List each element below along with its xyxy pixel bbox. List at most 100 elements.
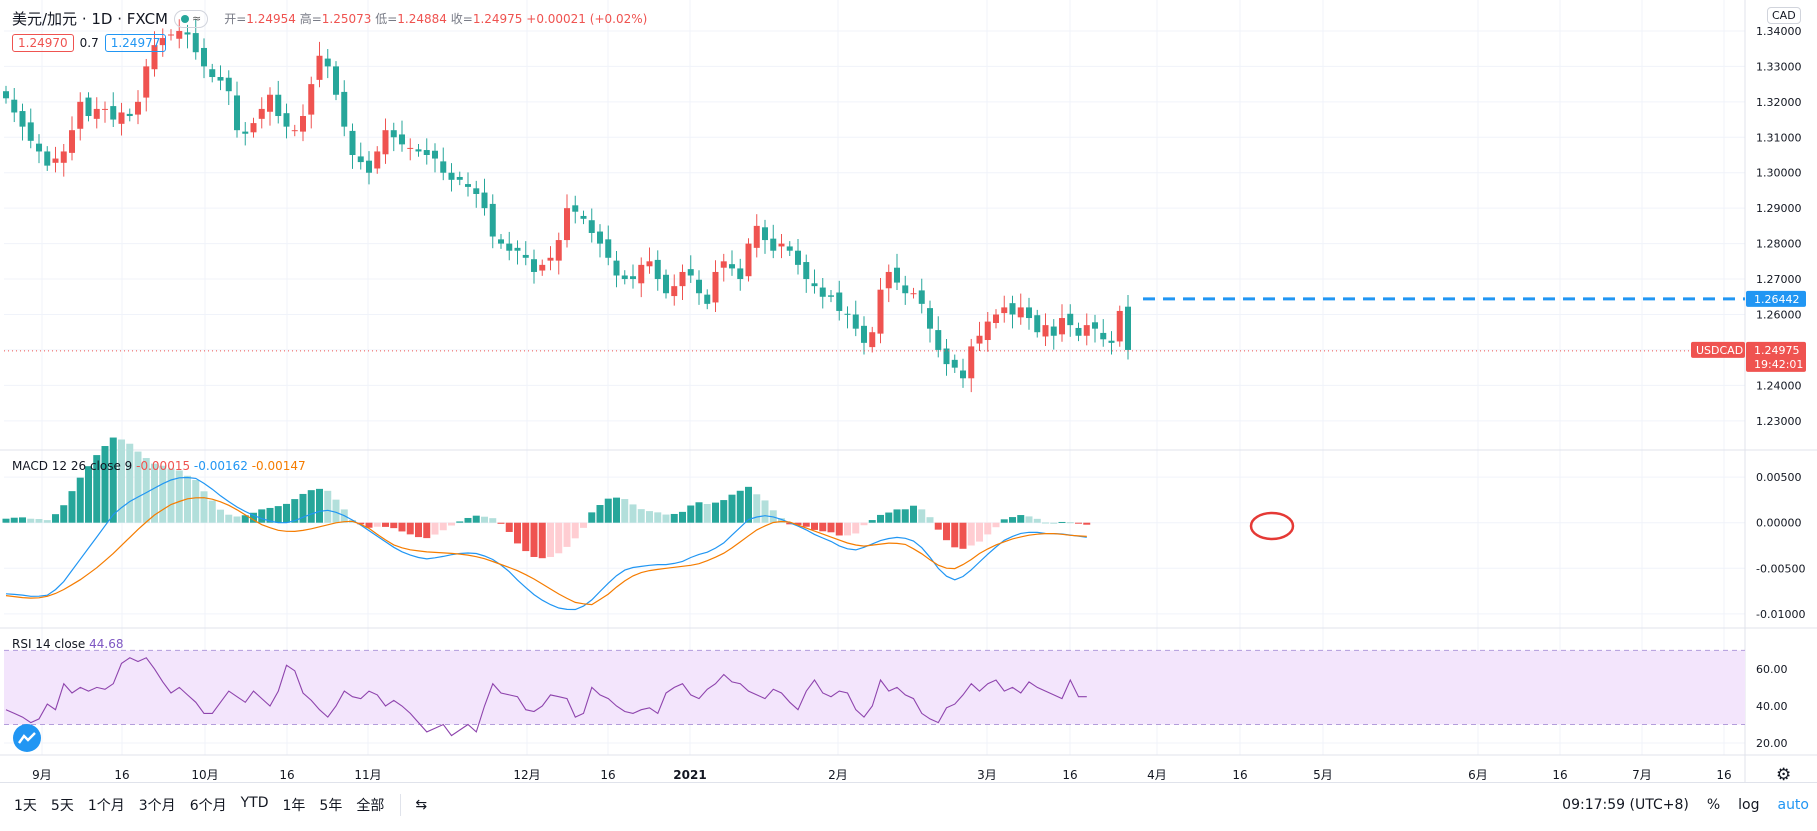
currency-button[interactable]: CAD	[1767, 7, 1801, 24]
clock-time[interactable]: 09:17:59 (UTC+8)	[1562, 797, 1689, 813]
time-axis-tick: 9月	[32, 768, 52, 782]
range-button-0[interactable]: 1天	[14, 798, 37, 814]
candle-body	[572, 205, 579, 212]
candle-body	[729, 264, 735, 269]
candle-body	[580, 215, 587, 219]
candle-body	[60, 151, 67, 163]
candle-body	[638, 264, 645, 284]
log-toggle[interactable]: log	[1738, 797, 1760, 813]
rsi-pane	[4, 649, 1745, 737]
candle-body	[168, 34, 174, 36]
macd-histogram-bar	[703, 503, 711, 523]
symbol-tag-bg	[1691, 341, 1745, 358]
range-button-2[interactable]: 1个月	[87, 798, 125, 814]
auto-toggle[interactable]: auto	[1777, 797, 1809, 813]
rsi-legend[interactable]: RSI 14 close 44.68	[12, 637, 124, 651]
macd-histogram-bar	[1000, 519, 1008, 523]
candle-body	[93, 108, 100, 119]
sell-button[interactable]: 1.24970	[12, 34, 74, 52]
macd-histogram-bar	[728, 494, 736, 523]
time-axis-tick: 12月	[513, 768, 540, 782]
candle-body	[102, 108, 108, 110]
candle-body	[539, 264, 546, 271]
macd-histogram-bar	[976, 522, 983, 542]
candle-body	[885, 271, 892, 289]
macd-line-value: -0.00162	[193, 459, 248, 473]
macd-histogram-bar	[10, 517, 18, 523]
candle-body	[415, 149, 422, 152]
range-button-4[interactable]: 6个月	[189, 798, 227, 814]
quote-panel: 1.24970 0.7 1.24977	[12, 34, 167, 52]
candle-body	[712, 271, 719, 303]
macd-histogram-bar	[786, 522, 794, 525]
candle-body	[159, 38, 166, 46]
open-value: 1.24954	[246, 12, 296, 26]
percent-toggle[interactable]: %	[1706, 797, 1721, 813]
macd-histogram-bar	[1083, 522, 1091, 525]
rsi-value: 44.68	[89, 637, 124, 651]
time-axis-tick: 16	[1062, 768, 1077, 782]
price-axis-tick: 1.32000	[1756, 96, 1802, 109]
symbol-title[interactable]: 美元/加元 · 1D · FXCM	[12, 10, 168, 28]
candle-body	[902, 285, 909, 294]
candle-body	[316, 55, 323, 80]
macd-histogram-bar	[547, 522, 554, 557]
candle-body	[300, 116, 306, 132]
macd-signal-value: -0.00147	[251, 459, 306, 473]
range-button-3[interactable]: 3个月	[138, 798, 176, 814]
range-button-1[interactable]: 5天	[50, 798, 74, 814]
macd-histogram-bar	[596, 505, 604, 523]
candle-body	[1042, 325, 1049, 337]
candle-body	[44, 151, 51, 166]
macd-histogram-bar	[431, 522, 439, 535]
price-axis-tick: 1.33000	[1756, 60, 1802, 73]
grid	[4, 0, 1745, 755]
macd-histogram-bar	[943, 522, 950, 541]
candle-body	[605, 239, 612, 258]
candle-body	[283, 113, 290, 127]
range-button-8[interactable]: 全部	[356, 798, 385, 814]
candle-body	[110, 106, 117, 120]
candle-body	[399, 134, 405, 145]
price-candles	[3, 19, 1131, 393]
high-key: 高=	[299, 12, 322, 26]
tradingview-logo-icon[interactable]	[13, 724, 41, 752]
range-button-5[interactable]: YTD	[240, 795, 269, 811]
candle-body	[877, 289, 884, 334]
candle-body	[118, 112, 125, 124]
macd-histogram-bar	[142, 458, 150, 523]
macd-legend[interactable]: MACD 12 26 close 9 -0.00015 -0.00162 -0.…	[12, 459, 306, 473]
rsi-band	[4, 650, 1745, 725]
symbol-tag: USDCAD	[1696, 344, 1743, 357]
macd-histogram-bar	[283, 503, 290, 523]
macd-histogram-bar	[802, 522, 810, 527]
price-axis-tick: 1.24000	[1756, 379, 1802, 392]
macd-histogram-bar	[35, 519, 43, 523]
candle-body	[762, 227, 768, 241]
range-button-6[interactable]: 1年	[282, 798, 306, 814]
macd-histogram-bar	[687, 505, 695, 523]
range-buttons: 1天 5天 1个月 3个月 6个月 YTD 1年 5年 全部	[0, 795, 384, 815]
candle-body	[1075, 327, 1082, 336]
settings-gear-icon[interactable]: ⚙	[1776, 765, 1792, 785]
macd-histogram-bar	[324, 490, 332, 523]
range-button-7[interactable]: 5年	[319, 798, 343, 814]
macd-histogram-bar	[93, 455, 101, 523]
macd-histogram-bar	[910, 505, 917, 523]
macd-histogram-bar	[307, 490, 315, 523]
candle-body	[819, 287, 826, 297]
macd-histogram-bar	[200, 491, 208, 523]
market-status-badge[interactable]: ≈	[173, 9, 209, 28]
macd-histogram-bar	[637, 509, 645, 523]
date-range-icon[interactable]: ⇆	[415, 797, 428, 813]
price-axis-tick: 1.29000	[1756, 202, 1802, 215]
candle-body	[225, 77, 232, 92]
time-axis-tick: 6月	[1468, 768, 1488, 782]
rsi-axis-tick: 40.00	[1756, 700, 1788, 713]
resistance-label: 1.26442	[1754, 293, 1800, 306]
buy-button[interactable]: 1.24977	[104, 34, 167, 52]
candle-body	[720, 261, 727, 268]
macd-histogram-bar	[794, 522, 802, 526]
highlight-circle	[1249, 511, 1295, 541]
